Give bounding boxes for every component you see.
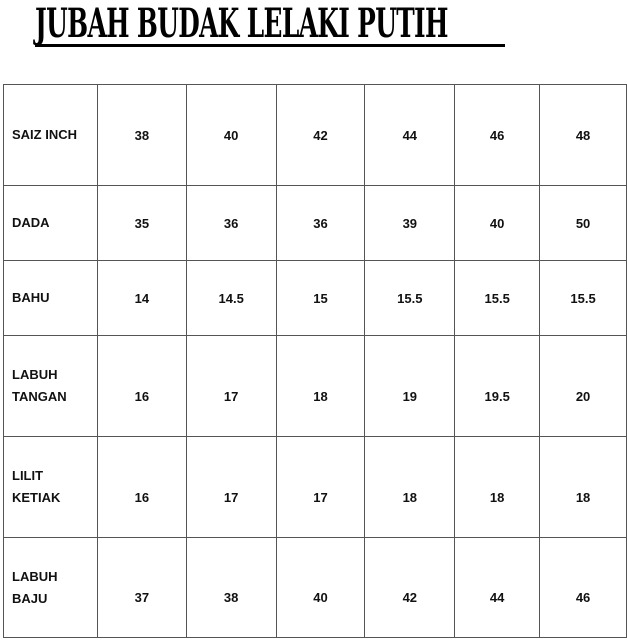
table-cell: 44	[454, 537, 541, 638]
row-label: BAHU	[3, 260, 98, 336]
table-cell: 37	[96, 537, 187, 638]
table-row: LILIT KETIAK 16 17 17 18 18 18	[3, 436, 627, 538]
table-cell: 36	[185, 185, 277, 261]
table-cell: 44	[364, 84, 456, 186]
table-cell: 46	[454, 84, 541, 186]
row-label-line: SAIZ INCH	[12, 127, 77, 142]
table-cell: 39	[364, 185, 456, 261]
table-cell: 35	[96, 185, 187, 261]
size-chart-table: SAIZ INCH 38 40 42 44 46 48 DADA 35 36 36 39 40 50 BAH…	[3, 84, 627, 638]
table-row: SAIZ INCH 38 40 42 44 46 48	[3, 84, 627, 186]
table-cell: 15.5	[539, 260, 627, 336]
table-cell: 14.5	[185, 260, 277, 336]
row-label-line: DADA	[12, 215, 50, 230]
page-title: JUBAH BUDAK LELAKI PUTIH	[35, 2, 505, 46]
table-row: BAHU 14 14.5 15 15.5 15.5 15.5	[3, 260, 627, 336]
table-cell: 19.5	[454, 335, 541, 437]
row-label-line: BAHU	[12, 290, 50, 305]
table-cell: 14	[96, 260, 187, 336]
table-cell: 17	[185, 436, 277, 538]
row-label-line: LABUH	[12, 568, 58, 584]
table-cell: 50	[539, 185, 627, 261]
table-cell: 15.5	[364, 260, 456, 336]
table-cell: 18	[364, 436, 456, 538]
title-text: JUBAH BUDAK LELAKI PUTIH	[35, 0, 448, 47]
table-cell: 38	[96, 84, 187, 186]
table-cell: 18	[275, 335, 366, 437]
table-row: LABUH TANGAN 16 17 18 19 19.5 20	[3, 335, 627, 437]
table-cell: 15.5	[454, 260, 541, 336]
row-label: LABUH TANGAN	[3, 335, 98, 437]
table-cell: 16	[96, 335, 187, 437]
row-label: DADA	[3, 185, 98, 261]
row-label-line: LILIT	[12, 468, 44, 483]
table-row: DADA 35 36 36 39 40 50	[3, 185, 627, 261]
row-label: LILIT KETIAK	[3, 436, 98, 538]
row-label-line: KETIAK	[12, 490, 61, 505]
table-cell: 20	[539, 335, 627, 437]
table-row: LABUH BAJU 37 38 40 42 44 46	[3, 537, 627, 638]
table-cell: 40	[185, 84, 277, 186]
table-cell: 48	[539, 84, 627, 186]
table-cell: 38	[185, 537, 277, 638]
row-label-line: TANGAN	[12, 389, 67, 404]
table-cell: 16	[96, 436, 187, 538]
table-cell: 42	[364, 537, 456, 638]
row-label: LABUH BAJU	[3, 537, 98, 638]
table-cell: 18	[539, 436, 627, 538]
row-label-line: LABUH	[12, 367, 58, 382]
table-cell: 36	[275, 185, 366, 261]
table-cell: 17	[185, 335, 277, 437]
table-cell: 18	[454, 436, 541, 538]
table-cell: 46	[539, 537, 627, 638]
table-cell: 19	[364, 335, 456, 437]
table-cell: 40	[275, 537, 366, 638]
table-cell: 40	[454, 185, 541, 261]
row-label-line: BAJU	[12, 590, 48, 606]
table-cell: 17	[275, 436, 366, 538]
title-underline	[35, 44, 505, 47]
table-cell: 15	[275, 260, 366, 336]
table-cell: 42	[275, 84, 366, 186]
row-label: SAIZ INCH	[3, 84, 98, 186]
